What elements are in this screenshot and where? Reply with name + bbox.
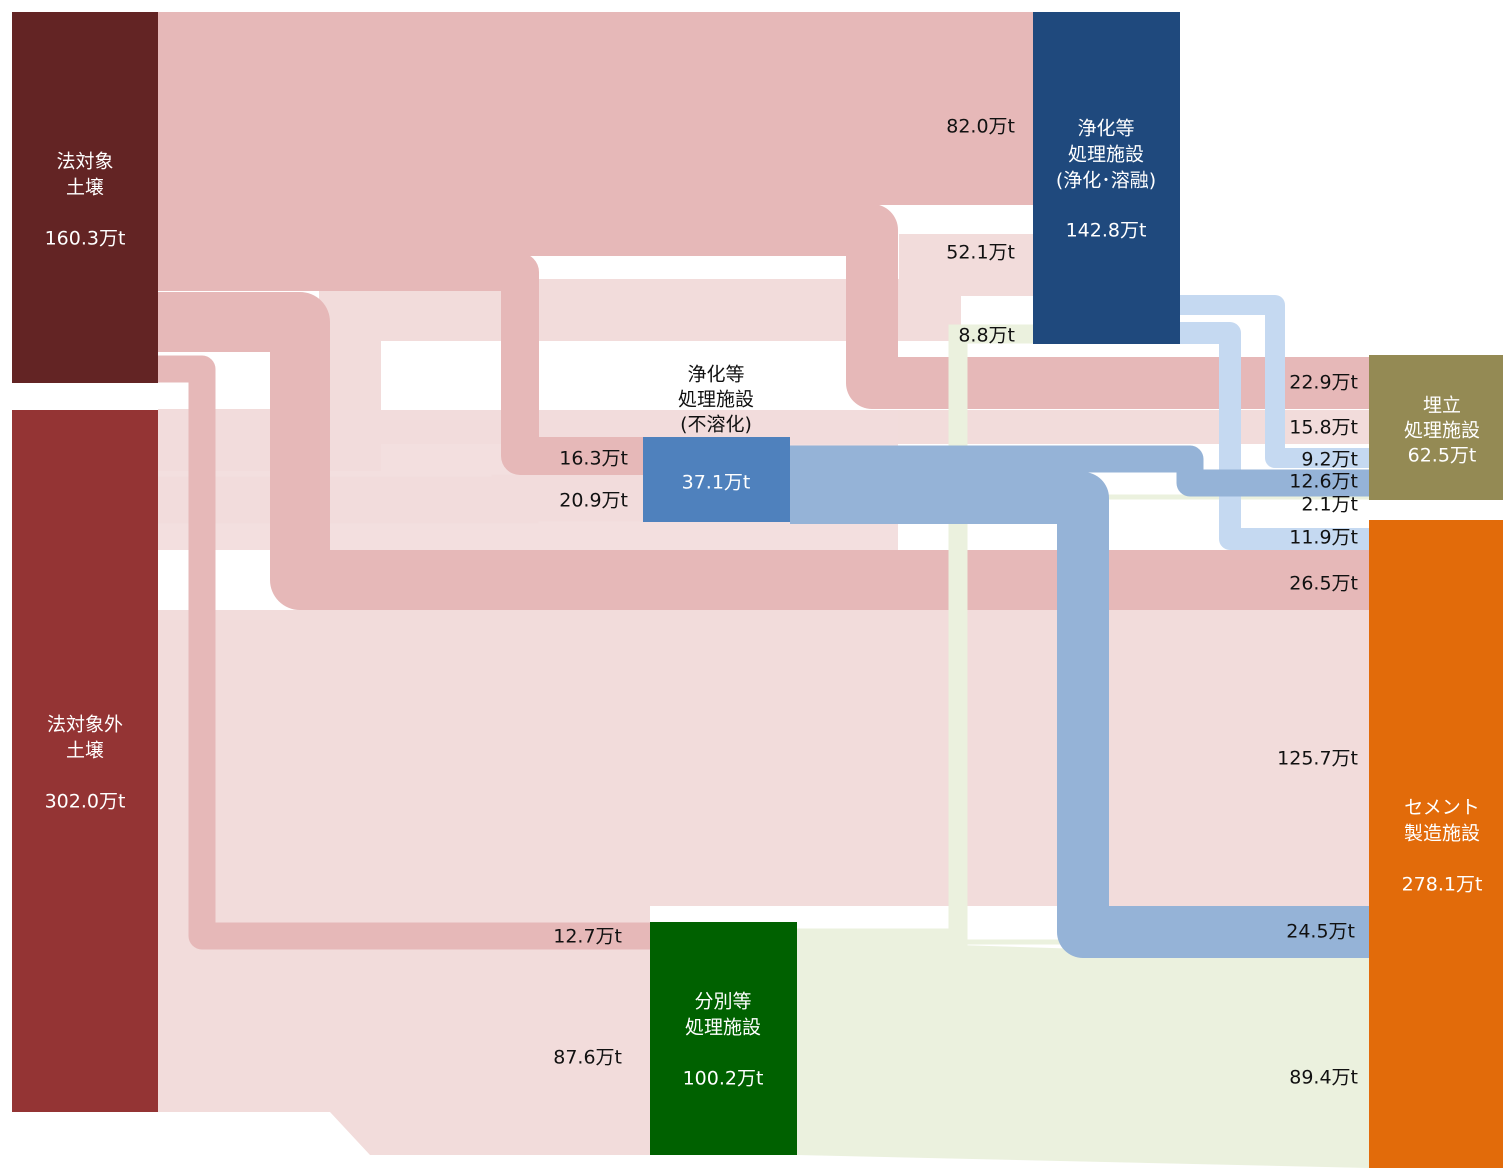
flows-insolubilize: [790, 445, 1369, 958]
node: [643, 437, 790, 522]
node: [12, 12, 158, 383]
flows-purify: [1180, 295, 1369, 550]
node: [650, 922, 797, 1155]
flow: [158, 292, 1369, 610]
node-label: 法対象: [56, 151, 113, 173]
flow-label: 12.7万t: [553, 926, 622, 948]
flow-label: 26.5万t: [1289, 573, 1358, 595]
flow: [1180, 295, 1369, 468]
node-label: 製造施設: [1404, 823, 1480, 845]
node-label: (不溶化): [680, 414, 752, 436]
node-value: 302.0万t: [45, 791, 126, 813]
node-label: 処理施設: [678, 389, 754, 411]
node-value: 62.5万t: [1408, 445, 1477, 467]
flow: [158, 610, 1369, 906]
flow-label: 9.2万t: [1301, 449, 1358, 471]
flow: [158, 355, 650, 950]
flow-label: 52.1万t: [946, 242, 1015, 264]
flow-label: 8.8万t: [958, 325, 1015, 347]
flow: [158, 12, 1033, 205]
flow-label: 89.4万t: [1289, 1067, 1358, 1089]
flow-label: 125.7万t: [1277, 748, 1358, 770]
flow: [790, 445, 1369, 497]
flow: [158, 253, 643, 475]
node-label: 土壌: [66, 740, 104, 762]
flow-label: 16.3万t: [559, 448, 628, 470]
node-value: 160.3万t: [45, 228, 126, 250]
node-label: 浄化等: [687, 364, 744, 386]
flows-target: [158, 12, 1369, 950]
flow: [158, 950, 650, 1155]
flow-label: 22.9万t: [1289, 372, 1358, 394]
flow-label: 87.6万t: [553, 1047, 622, 1069]
node-value: 37.1万t: [682, 472, 751, 494]
node-label: 埋立: [1423, 395, 1461, 417]
flow: [1180, 322, 1369, 550]
node-value: 142.8万t: [1066, 220, 1147, 242]
node: [1033, 12, 1180, 344]
node-label: 分別等: [694, 991, 751, 1013]
node-label: 土壌: [66, 177, 104, 199]
flow: [158, 204, 1369, 409]
node-label: (浄化･溶融): [1056, 170, 1156, 192]
flow-label: 2.1万t: [1301, 494, 1358, 516]
node-label: 処理施設: [1404, 420, 1480, 442]
flow-label: 15.8万t: [1289, 417, 1358, 439]
node: [1369, 355, 1503, 500]
node-label: 処理施設: [685, 1017, 761, 1039]
flow: [797, 324, 1033, 948]
node-label: 浄化等: [1077, 118, 1134, 140]
flow-label: 20.9万t: [559, 490, 628, 512]
flow-label: 82.0万t: [946, 116, 1015, 138]
node-label: 法対象外: [47, 714, 123, 736]
flow: [797, 940, 1369, 1168]
flow-label: 11.9万t: [1289, 527, 1358, 549]
flow-label: 24.5万t: [1286, 921, 1355, 943]
node-value: 100.2万t: [683, 1068, 764, 1090]
node-value: 278.1万t: [1402, 874, 1483, 896]
node-label: 処理施設: [1068, 144, 1144, 166]
node-label: セメント: [1404, 797, 1480, 819]
flow-label: 12.6万t: [1289, 471, 1358, 493]
flow: [790, 472, 1369, 958]
node: [12, 410, 158, 1112]
node: [1369, 520, 1503, 1168]
